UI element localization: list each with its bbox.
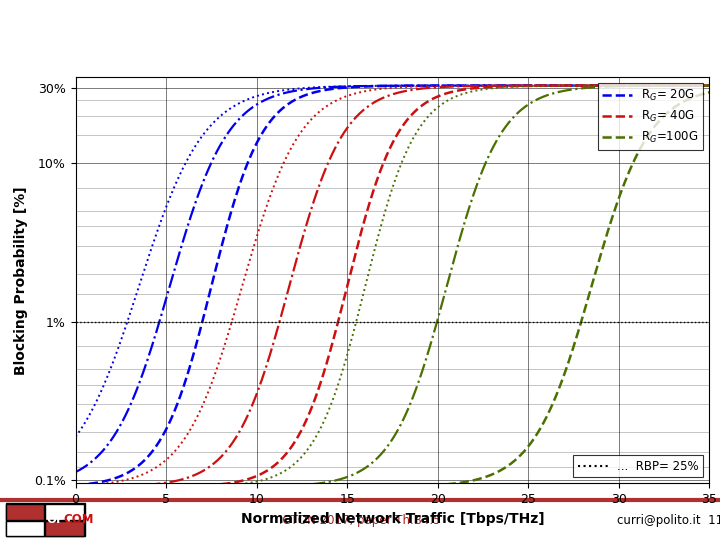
Text: BP VS. T: FIX-GRID: BP VS. T: FIX-GRID [13, 23, 258, 47]
Text: curri@polito.it  11: curri@polito.it 11 [616, 514, 720, 527]
FancyBboxPatch shape [45, 504, 84, 520]
Legend: ...  RBP= 25%: ... RBP= 25% [573, 455, 703, 477]
Text: COM: COM [63, 513, 94, 526]
Text: OPT: OPT [47, 513, 73, 526]
FancyBboxPatch shape [6, 521, 44, 536]
X-axis label: Normalized Network Traffic [Tbps/THz]: Normalized Network Traffic [Tbps/THz] [240, 511, 544, 525]
Y-axis label: Blocking Probability [%]: Blocking Probability [%] [14, 186, 29, 375]
FancyBboxPatch shape [45, 521, 84, 536]
Text: ICTON 2017, paper Th.B4.5: ICTON 2017, paper Th.B4.5 [279, 514, 441, 527]
FancyBboxPatch shape [6, 503, 85, 536]
FancyBboxPatch shape [6, 504, 44, 520]
